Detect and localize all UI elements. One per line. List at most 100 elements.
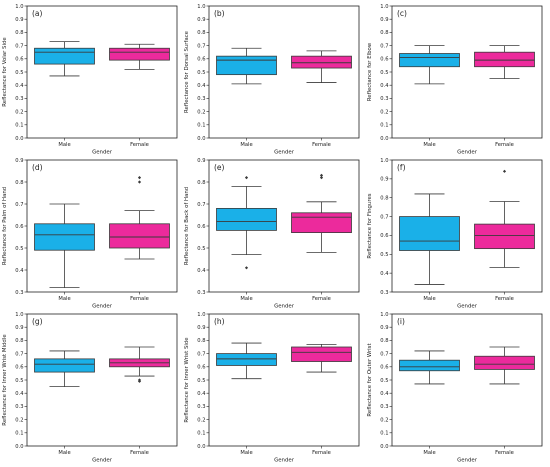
panel-8-xtick-label: Female <box>312 450 331 456</box>
panel-3-ytick-label: 0.7 <box>380 43 388 49</box>
panel-9: 0.0 0.1 0.2 0.3 0.4 0.5 0.6 0.7 0.8 0.9 1.0 (i) Refl… <box>367 312 543 464</box>
panel-2-ytick-label: 0.1 <box>197 123 205 129</box>
panel-8-frame <box>208 313 360 447</box>
panel-2-female-box <box>291 55 352 69</box>
panel-2-panel-label: (b) <box>214 9 225 18</box>
panel-3: 0.0 0.1 0.2 0.3 0.4 0.5 0.6 0.7 0.8 0.9 1.0 (c) Refl… <box>367 4 543 156</box>
panel-1-ylabel: Reflectance for Volar Side <box>2 37 8 107</box>
panel-5-ytick-label: 0.3 <box>197 290 205 296</box>
panel-7-ytick-label: 0.7 <box>15 351 23 357</box>
panel-4: 0.3 0.4 0.5 0.6 0.7 0.8 0.9 (d) Reflectance for … <box>2 158 178 310</box>
panel-8-ytick-label: 0.5 <box>197 378 205 384</box>
panel-4-female-box <box>109 223 170 249</box>
panel-1-male-box <box>34 47 95 65</box>
panel-9-xlabel: Gender <box>457 458 478 464</box>
panel-4-male-box <box>34 223 95 251</box>
panel-3-ytick-label: 0.5 <box>380 70 388 76</box>
panel-3-panel-label: (c) <box>397 9 407 18</box>
panel-9-ytick-label: 0.4 <box>380 391 389 397</box>
panel-8-ytick-label: 0.0 <box>197 444 205 450</box>
panel-8-ytick-label: 0.1 <box>197 431 205 437</box>
panel-4-ytick-label: 0.6 <box>15 224 23 230</box>
panel-6-ytick-label: 0.6 <box>380 233 388 239</box>
panel-3-ytick-label: 0.6 <box>380 57 388 63</box>
panel-7-frame <box>26 313 178 447</box>
panel-9-female-box <box>474 355 535 370</box>
panel-4-ytick-label: 0.8 <box>15 180 23 186</box>
panel-7: 0.0 0.1 0.2 0.3 0.4 0.5 0.6 0.7 0.8 0.9 1.0 (g) Refl… <box>2 312 178 464</box>
panel-6-ytick-label: 0.9 <box>380 177 388 183</box>
panel-1-ytick-label: 0.2 <box>15 109 23 115</box>
panel-6-panel-label: (f) <box>397 163 406 172</box>
panel-9-frame <box>391 313 543 447</box>
panel-3-xtick-label: Female <box>495 142 514 148</box>
panel-2-ytick-label: 0.9 <box>197 17 205 23</box>
panel-2-male-box <box>216 55 277 76</box>
panel-2-ytick-label: 1.0 <box>197 4 205 10</box>
panel-2-ytick-label: 0.8 <box>197 30 205 36</box>
panel-7-ytick-label: 0.0 <box>15 444 23 450</box>
panel-6-xlabel: Gender <box>457 304 478 310</box>
panel-5-ytick-label: 0.4 <box>197 268 206 274</box>
panel-7-ytick-label: 0.6 <box>15 365 23 371</box>
panel-9-ytick-label: 0.7 <box>380 351 388 357</box>
panel-8-ytick-label: 0.8 <box>197 338 205 344</box>
panel-1-ytick-label: 0.6 <box>15 57 23 63</box>
panel-6-frame <box>391 159 543 293</box>
panel-4-female-flier <box>137 176 142 180</box>
panel-6-ytick-label: 0.4 <box>380 271 389 277</box>
panel-8-ytick-label: 0.2 <box>197 417 205 423</box>
panel-9-ytick-label: 0.2 <box>380 417 388 423</box>
panel-8-ytick-label: 1.0 <box>197 312 205 318</box>
panel-9-ytick-label: 0.5 <box>380 378 388 384</box>
panel-3-ytick-label: 0.9 <box>380 17 388 23</box>
panel-1-ytick-label: 0.3 <box>15 96 23 102</box>
panel-9-panel-label: (i) <box>397 317 405 326</box>
panel-1-ytick-label: 0.8 <box>15 30 23 36</box>
panel-5-ylabel: Reflectance for Back of Hand <box>184 187 190 265</box>
panel-4-ytick-label: 0.3 <box>15 290 23 296</box>
panel-9-ytick-label: 0.9 <box>380 325 388 331</box>
panel-8-ytick-label: 0.4 <box>197 391 206 397</box>
panel-4-xlabel: Gender <box>92 304 113 310</box>
panel-8-ytick-label: 0.7 <box>197 351 205 357</box>
panel-5-male-box <box>216 207 277 231</box>
panel-5-xtick-label: Female <box>312 296 331 302</box>
panel-3-ytick-label: 0.4 <box>380 83 389 89</box>
panel-5-female-flier <box>319 173 324 177</box>
panel-8-female-box <box>291 346 352 362</box>
panel-7-ytick-label: 0.1 <box>15 431 23 437</box>
panel-2-ytick-label: 0.4 <box>197 83 206 89</box>
panel-9-ytick-label: 0.6 <box>380 365 388 371</box>
panel-7-xtick-label: Female <box>130 450 149 456</box>
panel-4-xtick-label: Female <box>130 296 149 302</box>
panel-4-ylabel: Reflectance for Palm of Hand <box>2 187 8 265</box>
panel-4-ytick-label: 0.4 <box>15 268 24 274</box>
panel-1-frame <box>26 5 178 139</box>
panel-9-ytick-label: 0.8 <box>380 338 388 344</box>
panel-5-ytick-label: 0.7 <box>197 202 205 208</box>
panel-1-xtick-label: Female <box>130 142 149 148</box>
panel-4-ytick-label: 0.9 <box>15 158 23 164</box>
panel-1-ytick-label: 0.7 <box>15 43 23 49</box>
panel-7-xlabel: Gender <box>92 458 113 464</box>
panel-9-xtick-label: Male <box>423 450 435 456</box>
panel-6-ytick-label: 1.0 <box>380 158 388 164</box>
panel-3-female-box <box>474 51 535 68</box>
panel-2-ytick-label: 0.6 <box>197 57 205 63</box>
panel-6: 0.3 0.4 0.5 0.6 0.7 0.8 0.9 1.0 (f) Reflectance f… <box>367 158 543 310</box>
panel-9-xtick-label: Female <box>495 450 514 456</box>
panel-2-ytick-label: 0.0 <box>197 136 205 142</box>
panel-9-ytick-label: 1.0 <box>380 312 388 318</box>
panel-2-ytick-label: 0.7 <box>197 43 205 49</box>
panel-2-xtick-label: Male <box>240 142 252 148</box>
panel-7-xtick-label: Male <box>58 450 70 456</box>
panel-8-xlabel: Gender <box>274 458 295 464</box>
panel-3-ytick-label: 0.2 <box>380 109 388 115</box>
panel-5-male-flier <box>244 176 249 180</box>
panel-6-ytick-label: 0.7 <box>380 214 388 220</box>
panel-6-ytick-label: 0.3 <box>380 290 388 296</box>
panel-5-ytick-label: 0.9 <box>197 158 205 164</box>
panel-6-xtick-label: Female <box>495 296 514 302</box>
